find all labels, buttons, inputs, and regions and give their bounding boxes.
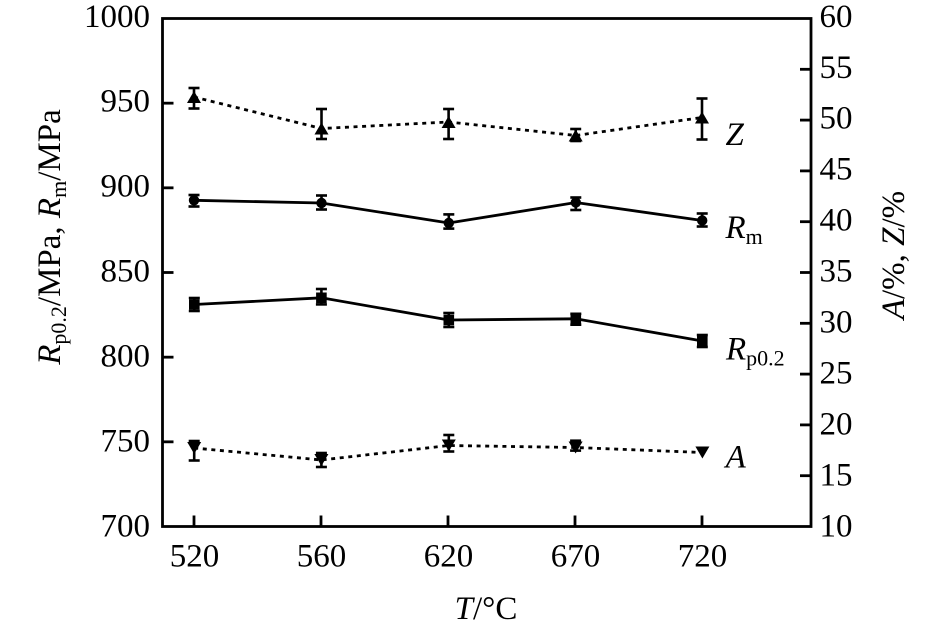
svg-text:A: A (724, 439, 747, 475)
svg-text:25: 25 (820, 355, 853, 391)
svg-text:800: 800 (101, 339, 151, 375)
svg-text:Rp0.2: Rp0.2 (725, 332, 785, 371)
svg-text:Rm: Rm (725, 210, 763, 249)
svg-text:750: 750 (101, 423, 151, 459)
svg-text:15: 15 (820, 457, 853, 493)
svg-text:560: 560 (297, 539, 347, 575)
svg-text:Rp0.2/MPa, Rm/MPa: Rp0.2/MPa, Rm/MPa (32, 109, 71, 366)
svg-text:35: 35 (820, 254, 853, 290)
svg-text:620: 620 (424, 539, 474, 575)
svg-text:850: 850 (101, 254, 151, 290)
svg-text:60: 60 (820, 0, 853, 35)
svg-text:T/°C: T/°C (455, 591, 518, 627)
svg-text:900: 900 (101, 169, 151, 205)
svg-text:Z: Z (726, 117, 745, 153)
svg-text:55: 55 (820, 50, 853, 86)
svg-text:520: 520 (170, 539, 220, 575)
svg-text:40: 40 (820, 203, 853, 239)
svg-text:10: 10 (820, 508, 853, 544)
svg-text:45: 45 (820, 152, 853, 188)
svg-text:30: 30 (820, 305, 853, 341)
svg-text:A/%, Z/%: A/%, Z/% (876, 191, 912, 321)
svg-text:720: 720 (678, 539, 728, 575)
svg-text:1000: 1000 (84, 0, 150, 35)
svg-text:670: 670 (551, 539, 601, 575)
svg-text:950: 950 (101, 84, 151, 120)
svg-text:50: 50 (820, 101, 853, 137)
svg-text:700: 700 (101, 508, 151, 544)
svg-text:20: 20 (820, 406, 853, 442)
